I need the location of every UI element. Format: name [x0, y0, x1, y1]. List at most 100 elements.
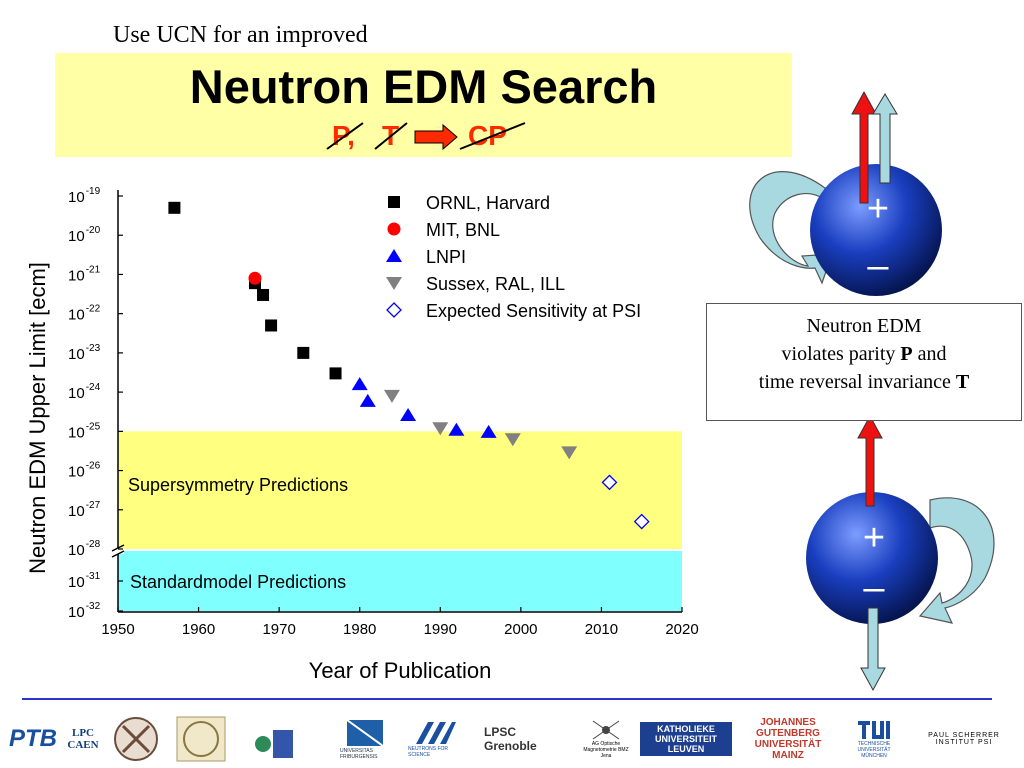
y-tick-exponent: -24 — [86, 382, 101, 393]
data-point-triangle-up — [480, 424, 497, 438]
x-tick-label: 2010 — [585, 621, 618, 638]
legend-marker-square — [388, 196, 400, 208]
parity-symbol: P, — [332, 120, 355, 151]
data-point-triangle-down — [383, 389, 400, 403]
y-tick-label: 10-28 — [68, 539, 101, 559]
logo-ptb: PTB — [8, 716, 58, 762]
susy-band — [118, 431, 682, 549]
logo-univ: UNIVERSITAS FRIBURGENSIS — [340, 716, 390, 762]
edm-chart: Supersymmetry Predictions Standardmodel P… — [25, 186, 699, 683]
data-point-diamond-open — [601, 474, 618, 491]
logo-mainz: JOHANNES GUTENBERG UNIVERSITÄT MAINZ — [742, 716, 834, 762]
logo-lpsc-text: LPSC Grenoble — [484, 725, 537, 753]
legend-entry: ORNL, Harvard — [426, 193, 550, 213]
slide-subtitle: Use UCN for an improved — [113, 22, 368, 48]
x-tick-label: 1970 — [262, 621, 295, 638]
y-tick-label: 10-25 — [68, 421, 101, 441]
data-point-triangle-up — [359, 393, 376, 407]
spin-arrow-up-icon — [872, 93, 898, 184]
x-tick-label: 1960 — [182, 621, 215, 638]
y-tick-exponent: -20 — [86, 225, 101, 236]
y-tick-exponent: -27 — [86, 500, 101, 511]
data-point-triangle-up — [400, 408, 417, 422]
legend-entry: MIT, BNL — [426, 220, 500, 240]
spin-rotation-arrow-icon — [749, 171, 833, 285]
data-point-triangle-up — [351, 377, 368, 391]
x-tick-label: 1950 — [101, 621, 134, 638]
footer-divider — [22, 698, 992, 700]
prediction-bands: Supersymmetry Predictions Standardmodel P… — [118, 431, 682, 611]
cp-strike — [459, 122, 526, 150]
spin-arrow-down-icon — [860, 607, 886, 692]
x-axis-label: Year of Publication — [309, 658, 492, 683]
logo-seal-2 — [175, 716, 227, 762]
minus-charge: – — [863, 567, 885, 609]
info-time-symbol: T — [955, 371, 970, 393]
x-tick-label: 2020 — [665, 621, 698, 638]
logo-psi: PAUL SCHERRER INSTITUT PSI — [912, 716, 1016, 762]
minus-charge: – — [867, 245, 889, 287]
data-point-triangle-down — [432, 422, 449, 436]
data-point-triangle-down — [504, 433, 521, 447]
logo-leuven: KATHOLIEKE UNIVERSITEIT LEUVEN — [640, 716, 732, 762]
y-tick-exponent: -21 — [86, 264, 101, 275]
data-point-triangle-up — [448, 422, 465, 436]
data-point-square — [257, 288, 270, 301]
y-tick-exponent: -23 — [86, 343, 101, 354]
logo-jena: AG Optische Magnetometrie BMZ Jena — [580, 716, 632, 762]
neutron-bottom: + – — [806, 414, 995, 692]
y-tick-label: 10-31 — [68, 571, 101, 591]
logo-lpc: LPC CAEN — [62, 716, 104, 762]
sm-band-label: Standardmodel Predictions — [130, 572, 346, 592]
neutron-top: + – — [749, 90, 942, 296]
y-tick-exponent: -19 — [86, 186, 101, 197]
chart-legend: ORNL, Harvard MIT, BNL LNPI Sussex, RAL, IL… — [386, 193, 641, 321]
logo-mainz-text: JOHANNES GUTENBERG UNIVERSITÄT MAINZ — [754, 717, 822, 761]
chart-axes — [111, 190, 683, 613]
data-point-square — [329, 367, 342, 380]
logo-ill: NEUTRONS FOR SCIENCE — [408, 716, 460, 762]
info-time-text: time reversal invariance — [758, 371, 951, 393]
neutron-diagrams: + – + – — [749, 90, 995, 692]
info-line-3: time reversal invariance T — [707, 368, 1021, 396]
logo-tum-text: TECHNISCHE UNIVERSITÄT MÜNCHEN — [857, 741, 891, 759]
logo-ill-text: NEUTRONS FOR SCIENCE — [408, 746, 448, 758]
y-tick-label: 10-19 — [68, 186, 101, 206]
data-points — [168, 201, 650, 530]
y-tick-exponent: -22 — [86, 304, 101, 315]
logo-leuven-text: KATHOLIEKE UNIVERSITEIT LEUVEN — [640, 722, 732, 756]
legend-marker-triangle-down — [386, 277, 402, 290]
neutron-sphere — [806, 492, 938, 624]
implies-arrow-icon — [414, 123, 458, 151]
x-tick-label: 1980 — [343, 621, 376, 638]
y-tick-exponent: -25 — [86, 421, 101, 432]
logo-jena-text: AG Optische Magnetometrie BMZ Jena — [583, 741, 629, 759]
data-point-triangle-down — [561, 446, 578, 460]
axis-break-gap — [112, 548, 124, 554]
legend-marker-circle — [387, 222, 401, 236]
data-point-diamond-open — [633, 513, 650, 530]
y-tick-exponent: -31 — [86, 571, 101, 582]
y-tick-label: 10-22 — [68, 304, 101, 324]
logo-lpsc: LPSC Grenoble — [484, 716, 564, 762]
edm-info-box: Neutron EDM violates parity P and time r… — [706, 303, 1022, 421]
x-tick-label: 1990 — [424, 621, 457, 638]
cp-symbol: CP — [468, 120, 507, 151]
y-tick-label: 10-26 — [68, 461, 101, 481]
logo-univ-text: UNIVERSITAS FRIBURGENSIS — [340, 748, 378, 760]
y-tick-label: 10-23 — [68, 343, 101, 363]
spin-rotation-arrow-icon — [918, 497, 995, 624]
y-tick-label: 10-20 — [68, 225, 101, 245]
info-parity-text: violates parity — [781, 343, 896, 365]
slide-title: Neutron EDM Search — [189, 60, 658, 113]
x-tick-labels: 1950 1960 1970 1980 1990 2000 2010 2020 — [101, 621, 698, 638]
y-tick-label: 10-32 — [68, 601, 101, 621]
data-point-square — [265, 319, 278, 332]
plus-charge: + — [863, 517, 885, 559]
plus-charge: + — [867, 188, 889, 230]
data-point-square — [168, 201, 181, 214]
logo-tum: TECHNISCHE UNIVERSITÄT MÜNCHEN — [846, 716, 902, 762]
y-axis-label: Neutron EDM Upper Limit [ecm] — [25, 262, 50, 574]
x-tick-label: 2000 — [504, 621, 537, 638]
y-tick-label: 10-24 — [68, 382, 101, 402]
